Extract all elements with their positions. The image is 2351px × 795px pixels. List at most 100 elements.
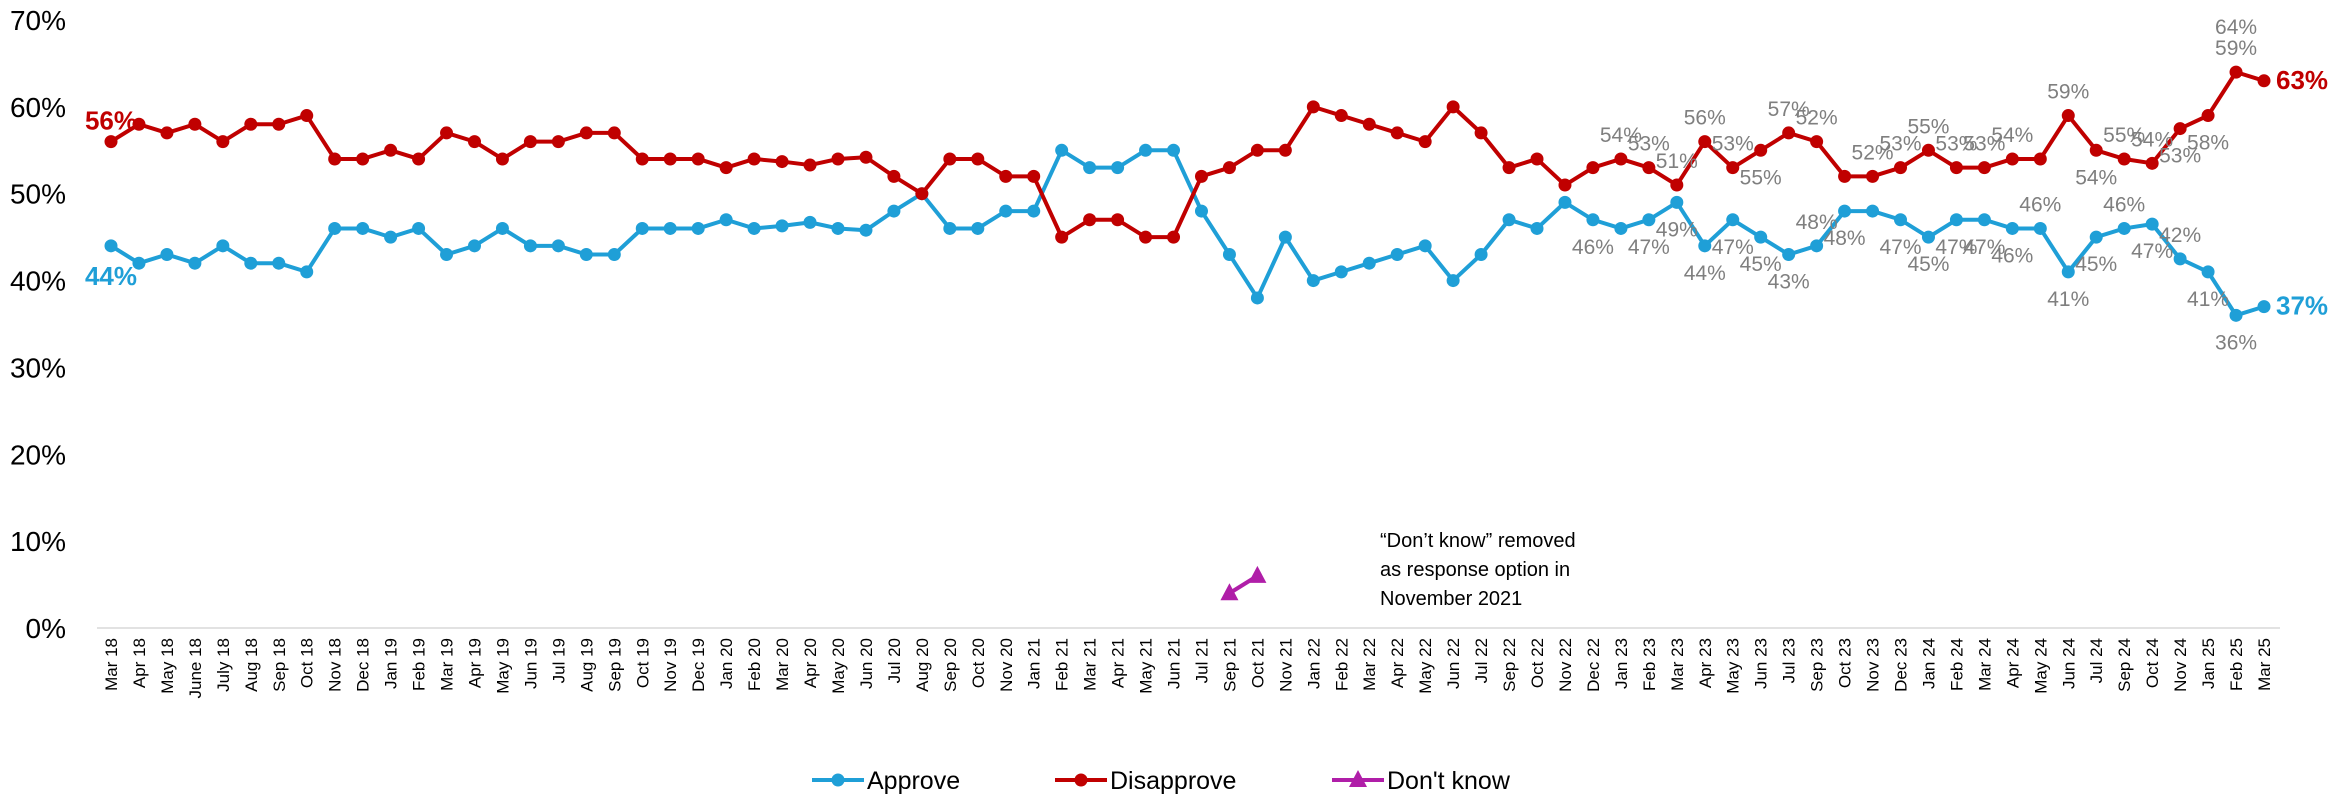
approve-point bbox=[1474, 248, 1488, 262]
approve-point bbox=[495, 221, 509, 235]
disapprove-point bbox=[1977, 161, 1991, 175]
approve-point bbox=[1083, 161, 1097, 175]
disapprove-data-label: 53% bbox=[1712, 133, 1754, 156]
x-tick-label: Apr 21 bbox=[1109, 638, 1128, 688]
x-tick-label: Nov 21 bbox=[1276, 638, 1295, 692]
x-tick-label: Mar 22 bbox=[1360, 638, 1379, 691]
disapprove-point bbox=[216, 135, 230, 149]
disapprove-data-label: 54% bbox=[2075, 166, 2117, 189]
x-tick-label: Dec 18 bbox=[354, 638, 373, 692]
disapprove-data-label: 64% bbox=[2215, 16, 2257, 39]
approve-point bbox=[1698, 239, 1712, 253]
disapprove-point bbox=[2173, 122, 2187, 136]
legend-swatch-marker bbox=[831, 773, 845, 787]
approve-point bbox=[1642, 213, 1656, 227]
approve-point bbox=[2061, 265, 2075, 279]
disapprove-point bbox=[132, 117, 146, 131]
annotation-line: as response option in bbox=[1380, 559, 1570, 581]
x-tick-label: Nov 22 bbox=[1556, 638, 1575, 692]
approve-point bbox=[635, 221, 649, 235]
approve-point bbox=[2005, 221, 2019, 235]
x-tick-label: Mar 23 bbox=[1668, 638, 1687, 691]
disapprove-point bbox=[188, 117, 202, 131]
disapprove-point bbox=[775, 155, 789, 169]
approve-point bbox=[1530, 221, 1544, 235]
approve-point bbox=[691, 221, 705, 235]
x-tick-label: Jan 21 bbox=[1025, 638, 1044, 689]
approve-data-label: 47% bbox=[1963, 236, 2005, 259]
x-tick-label: Nov 19 bbox=[661, 638, 680, 692]
x-tick-label: Jan 20 bbox=[717, 638, 736, 689]
x-tick-label: Nov 23 bbox=[1864, 638, 1883, 692]
x-tick-label: Feb 24 bbox=[1947, 638, 1966, 691]
x-tick-label: Jun 24 bbox=[2059, 638, 2078, 689]
x-tick-label: Jun 20 bbox=[857, 638, 876, 689]
disapprove-point bbox=[384, 143, 398, 157]
y-tick-label: 40% bbox=[10, 266, 66, 297]
approve-data-label: 47% bbox=[1935, 236, 1977, 259]
disapprove-data-label: 54% bbox=[1600, 124, 1642, 147]
approve-point bbox=[440, 248, 454, 262]
disapprove-point bbox=[1698, 135, 1712, 149]
approve-data-label: 45% bbox=[2075, 253, 2117, 276]
approve-data-label: 46% bbox=[1991, 244, 2033, 267]
disapprove-data-label: 53% bbox=[1628, 133, 1670, 156]
y-axis: 0% 10% 20% 30% 40% 50% 60% 70% bbox=[10, 5, 66, 644]
disapprove-point bbox=[663, 152, 677, 166]
x-tick-label: Feb 20 bbox=[745, 638, 764, 691]
disapprove-point bbox=[1642, 161, 1656, 175]
approve-data-label: 48% bbox=[1796, 211, 1838, 234]
disapprove-point bbox=[1446, 100, 1460, 114]
y-tick-label: 20% bbox=[10, 439, 66, 470]
x-tick-label: Jun 23 bbox=[1752, 638, 1771, 689]
x-tick-label: May 20 bbox=[829, 638, 848, 694]
approve-data-label: 47% bbox=[1628, 236, 1670, 259]
x-tick-label: Jun 22 bbox=[1444, 638, 1463, 689]
approve-point bbox=[887, 204, 901, 218]
disapprove-point bbox=[244, 117, 258, 131]
x-tick-label: Oct 24 bbox=[2143, 638, 2162, 688]
approve-point bbox=[1949, 213, 1963, 227]
disapprove-data-label: 55% bbox=[1740, 166, 1782, 189]
x-tick-label: May 24 bbox=[2031, 638, 2050, 694]
approve-point bbox=[104, 239, 118, 253]
disapprove-point bbox=[1586, 161, 1600, 175]
x-tick-label: Jun 21 bbox=[1165, 638, 1184, 689]
x-tick-label: Apr 22 bbox=[1388, 638, 1407, 688]
x-tick-label: Feb 19 bbox=[410, 638, 429, 691]
disapprove-point bbox=[1614, 152, 1628, 166]
y-tick-label: 10% bbox=[10, 526, 66, 557]
approve-point bbox=[1921, 230, 1935, 244]
x-axis: Mar 18 Apr 18 May 18 June 18 July 18 Aug 18 Se… bbox=[102, 638, 2274, 699]
x-tick-label: Jul 23 bbox=[1780, 638, 1799, 683]
approve-point bbox=[1362, 256, 1376, 270]
x-tick-label: Mar 24 bbox=[1975, 638, 1994, 691]
approve-data-label: 49% bbox=[1656, 218, 1698, 241]
disapprove-data-label: 55% bbox=[2103, 124, 2145, 147]
approve-data-label: 36% bbox=[2215, 331, 2257, 354]
disapprove-point bbox=[551, 135, 565, 149]
disapprove-data-label: 53% bbox=[1963, 133, 2005, 156]
approve-point bbox=[1250, 291, 1264, 305]
disapprove-data-label: 59% bbox=[2215, 37, 2257, 60]
disapprove-point bbox=[2089, 143, 2103, 157]
disapprove-point bbox=[1782, 126, 1796, 140]
x-tick-label: Sep 24 bbox=[2115, 638, 2134, 692]
disapprove-point bbox=[831, 152, 845, 166]
approve-point bbox=[2117, 221, 2131, 235]
y-tick-label: 50% bbox=[10, 179, 66, 210]
approve-data-label: 48% bbox=[1824, 227, 1866, 250]
approve-point bbox=[1782, 248, 1796, 262]
disapprove-point bbox=[2117, 152, 2131, 166]
disapprove-data-label: 54% bbox=[1991, 124, 2033, 147]
series-dont-know bbox=[1220, 565, 1267, 601]
disapprove-point bbox=[2145, 156, 2159, 170]
x-tick-label: Feb 23 bbox=[1640, 638, 1659, 691]
approve-data-label: 45% bbox=[1907, 253, 1949, 276]
disapprove-point bbox=[523, 135, 537, 149]
x-tick-label: June 18 bbox=[186, 638, 205, 699]
approve-point bbox=[999, 204, 1013, 218]
disapprove-point bbox=[1083, 213, 1097, 227]
approve-point bbox=[412, 221, 426, 235]
approve-point bbox=[1278, 230, 1292, 244]
